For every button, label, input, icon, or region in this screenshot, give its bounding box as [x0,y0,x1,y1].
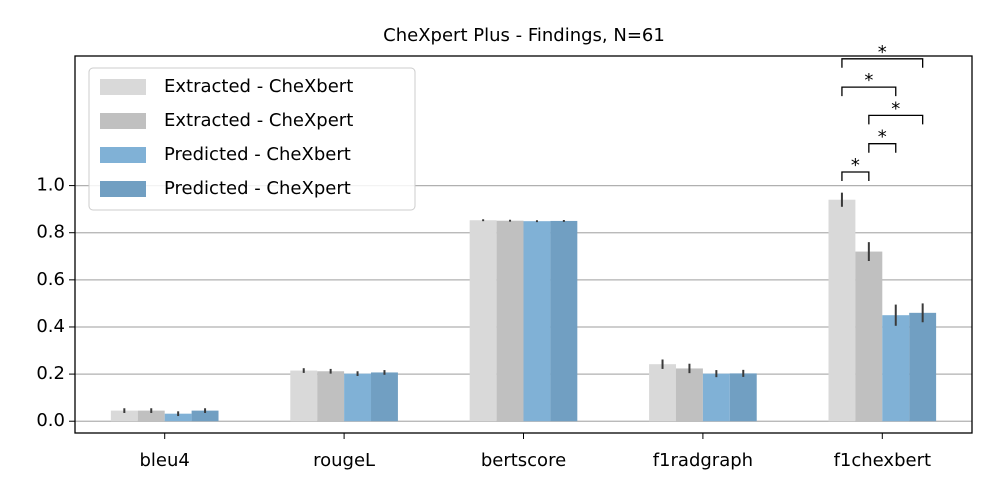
legend-swatch [100,147,146,163]
significance-label: * [891,98,900,119]
bar [523,221,551,422]
bar [496,220,524,422]
significance-label: * [851,155,860,176]
significance-bracket [841,58,924,68]
significance-bracket [868,143,897,153]
bar [675,368,703,422]
plot-frame [74,55,973,434]
bar [550,220,578,422]
x-tick-label: bleu4 [140,450,190,471]
bar [649,364,676,422]
x-tick-label: bertscore [481,450,566,471]
bar [469,220,497,422]
significance-label: * [878,42,887,63]
chart-title: CheXpert Plus - Findings, N=61 [383,25,665,46]
bar [164,413,192,422]
y-tick-label: 0.8 [36,222,65,243]
significance-bracket [841,171,870,181]
y-tick-label: 0.0 [36,410,65,431]
x-tick-label: f1chexbert [834,450,931,471]
x-tick-label: f1radgraph [653,450,753,471]
y-tick-label: 0.2 [36,363,65,384]
bar [828,199,856,422]
significance-bracket [868,114,924,125]
y-tick-label: 1.0 [36,175,65,196]
y-tick-label: 0.6 [36,269,65,290]
bar [137,410,165,422]
bar [729,373,757,422]
y-tick-label: 0.4 [36,316,65,337]
bar [909,312,937,422]
bar [344,373,372,422]
significance-bracket [841,86,897,97]
bar [290,370,318,422]
significance-label: * [864,70,873,91]
significance-label: * [878,127,887,148]
bar [110,410,138,422]
bar [702,373,730,422]
legend-swatch [100,79,146,95]
x-tick-label: rougeL [313,450,375,471]
legend-label: Extracted - CheXbert [164,76,353,97]
bar [371,372,398,422]
legend-label: Extracted - CheXpert [164,110,353,131]
bar [882,315,910,422]
legend-label: Predicted - CheXbert [164,144,351,165]
bar [317,371,345,422]
bar [855,251,883,422]
legend-label: Predicted - CheXpert [164,178,351,199]
legend-box [88,67,416,211]
legend-swatch [100,113,146,129]
bar [191,410,219,422]
legend-swatch [100,181,146,197]
